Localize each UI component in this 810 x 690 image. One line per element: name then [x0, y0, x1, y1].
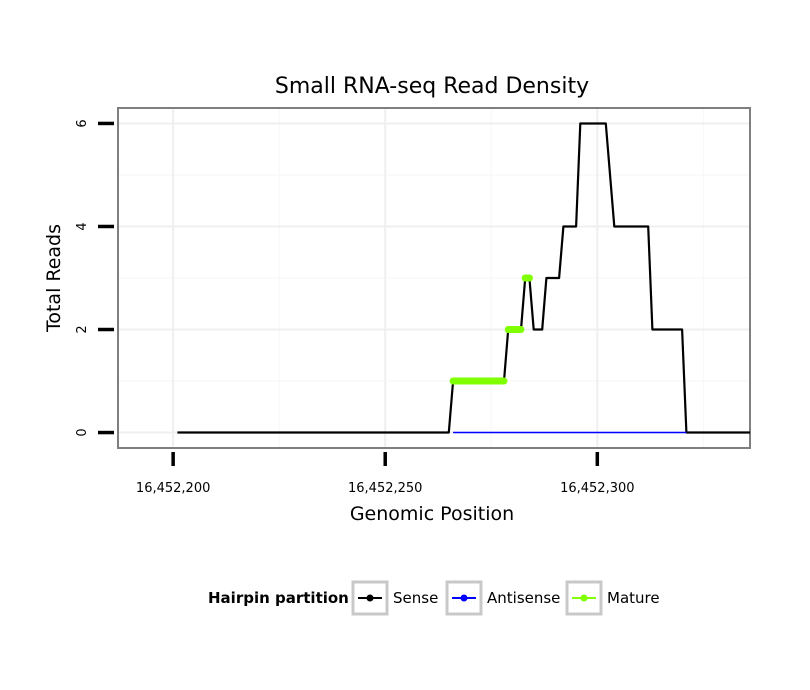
y-axis-title: Total Reads — [43, 224, 65, 333]
x-axis: 16,452,200 16,452,250 16,452,300 — [136, 452, 635, 496]
legend-key-dot-mature — [580, 594, 588, 602]
legend-key-dot-sense — [366, 594, 374, 602]
y-tick-label-2: 4 — [75, 222, 90, 230]
x-tick-label-1: 16,452,250 — [348, 481, 422, 496]
legend-label-sense: Sense — [393, 589, 438, 607]
x-axis-title: Genomic Position — [350, 503, 514, 525]
series-layer — [177, 122, 750, 434]
x-tick-label-2: 16,452,300 — [560, 481, 634, 496]
chart-title: Small RNA-seq Read Density — [275, 74, 589, 99]
legend-title: Hairpin partition — [208, 589, 349, 607]
legend-label-mature: Mature — [607, 589, 660, 607]
legend-items: Sense Antisense Mature — [351, 580, 660, 616]
legend: Hairpin partition Sense Antisense Mature — [208, 580, 660, 616]
y-axis: 0 2 4 6 — [75, 119, 114, 437]
grid — [118, 108, 750, 448]
y-tick-label-0: 0 — [75, 428, 90, 436]
plot-panel-border — [117, 107, 751, 449]
y-tick-label-1: 2 — [75, 325, 90, 333]
y-tick-label-3: 6 — [75, 119, 90, 127]
x-tick-label-0: 16,452,200 — [136, 481, 210, 496]
legend-label-antisense: Antisense — [487, 589, 560, 607]
legend-key-dot-antisense — [460, 594, 468, 602]
series-line-sense — [177, 122, 750, 434]
